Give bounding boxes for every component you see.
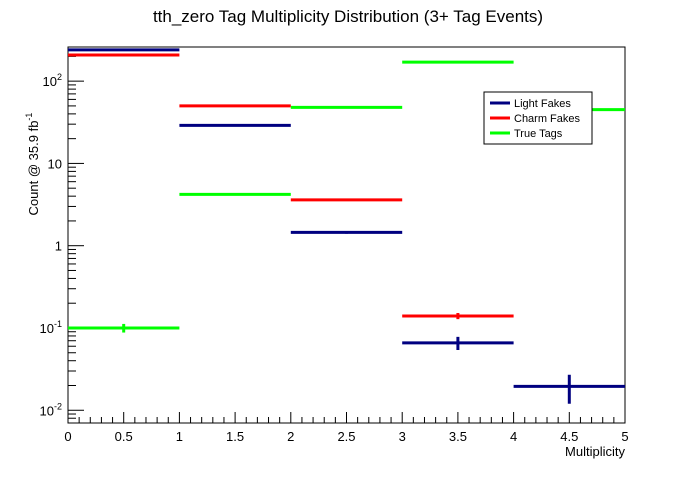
legend-label: Light Fakes (514, 98, 571, 110)
x-tick-label: 1.5 (226, 429, 244, 444)
chart-title: tth_zero Tag Multiplicity Distribution (… (153, 7, 543, 26)
x-tick-label: 5 (621, 429, 628, 444)
y-tick-exponent: -1 (54, 319, 62, 329)
y-tick-label: 1 (55, 239, 62, 254)
legend-label: True Tags (514, 128, 563, 140)
x-tick-label: 1 (176, 429, 183, 444)
legend-label: Charm Fakes (514, 113, 581, 125)
y-tick-label: 10-2 (40, 401, 62, 418)
y-tick-base: 10 (43, 74, 57, 89)
legend-items: Light Fakes Charm Fakes True Tags (490, 98, 581, 140)
series-charm-fakes (68, 53, 514, 320)
y-tick-label: 10-1 (40, 319, 62, 336)
y-tick-base: 10 (40, 321, 54, 336)
x-tick-label: 3.5 (449, 429, 467, 444)
y-tick-exponent: -2 (54, 401, 62, 411)
x-tick-label: 3 (399, 429, 406, 444)
y-axis-label-exponent: -1 (24, 113, 34, 121)
y-tick-base: 1 (55, 239, 62, 254)
y-tick-base: 10 (40, 403, 54, 418)
y-axis-label: Count @ 35.9 fb-1 (24, 113, 41, 216)
x-tick-label: 4.5 (560, 429, 578, 444)
y-tick-label: 10 (48, 156, 62, 171)
x-tick-label: 4 (510, 429, 517, 444)
legend: Light Fakes Charm Fakes True Tags (483, 91, 593, 145)
x-tick-label: 0.5 (115, 429, 133, 444)
x-axis-label: Multiplicity (565, 444, 625, 459)
series-layer (68, 48, 625, 404)
y-tick-base: 10 (48, 156, 62, 171)
series-light-fakes (68, 48, 625, 404)
y-tick-exponent: 2 (57, 72, 62, 82)
x-tick-label: 2.5 (337, 429, 355, 444)
x-axis: 0 0.5 1 1.5 2 2.5 3 3.5 4 4.5 5 (64, 412, 629, 444)
y-tick-label: 102 (43, 72, 62, 89)
x-tick-label: 0 (64, 429, 71, 444)
y-axis-label-text: Count @ 35.9 fb (26, 121, 41, 216)
x-tick-label: 2 (287, 429, 294, 444)
